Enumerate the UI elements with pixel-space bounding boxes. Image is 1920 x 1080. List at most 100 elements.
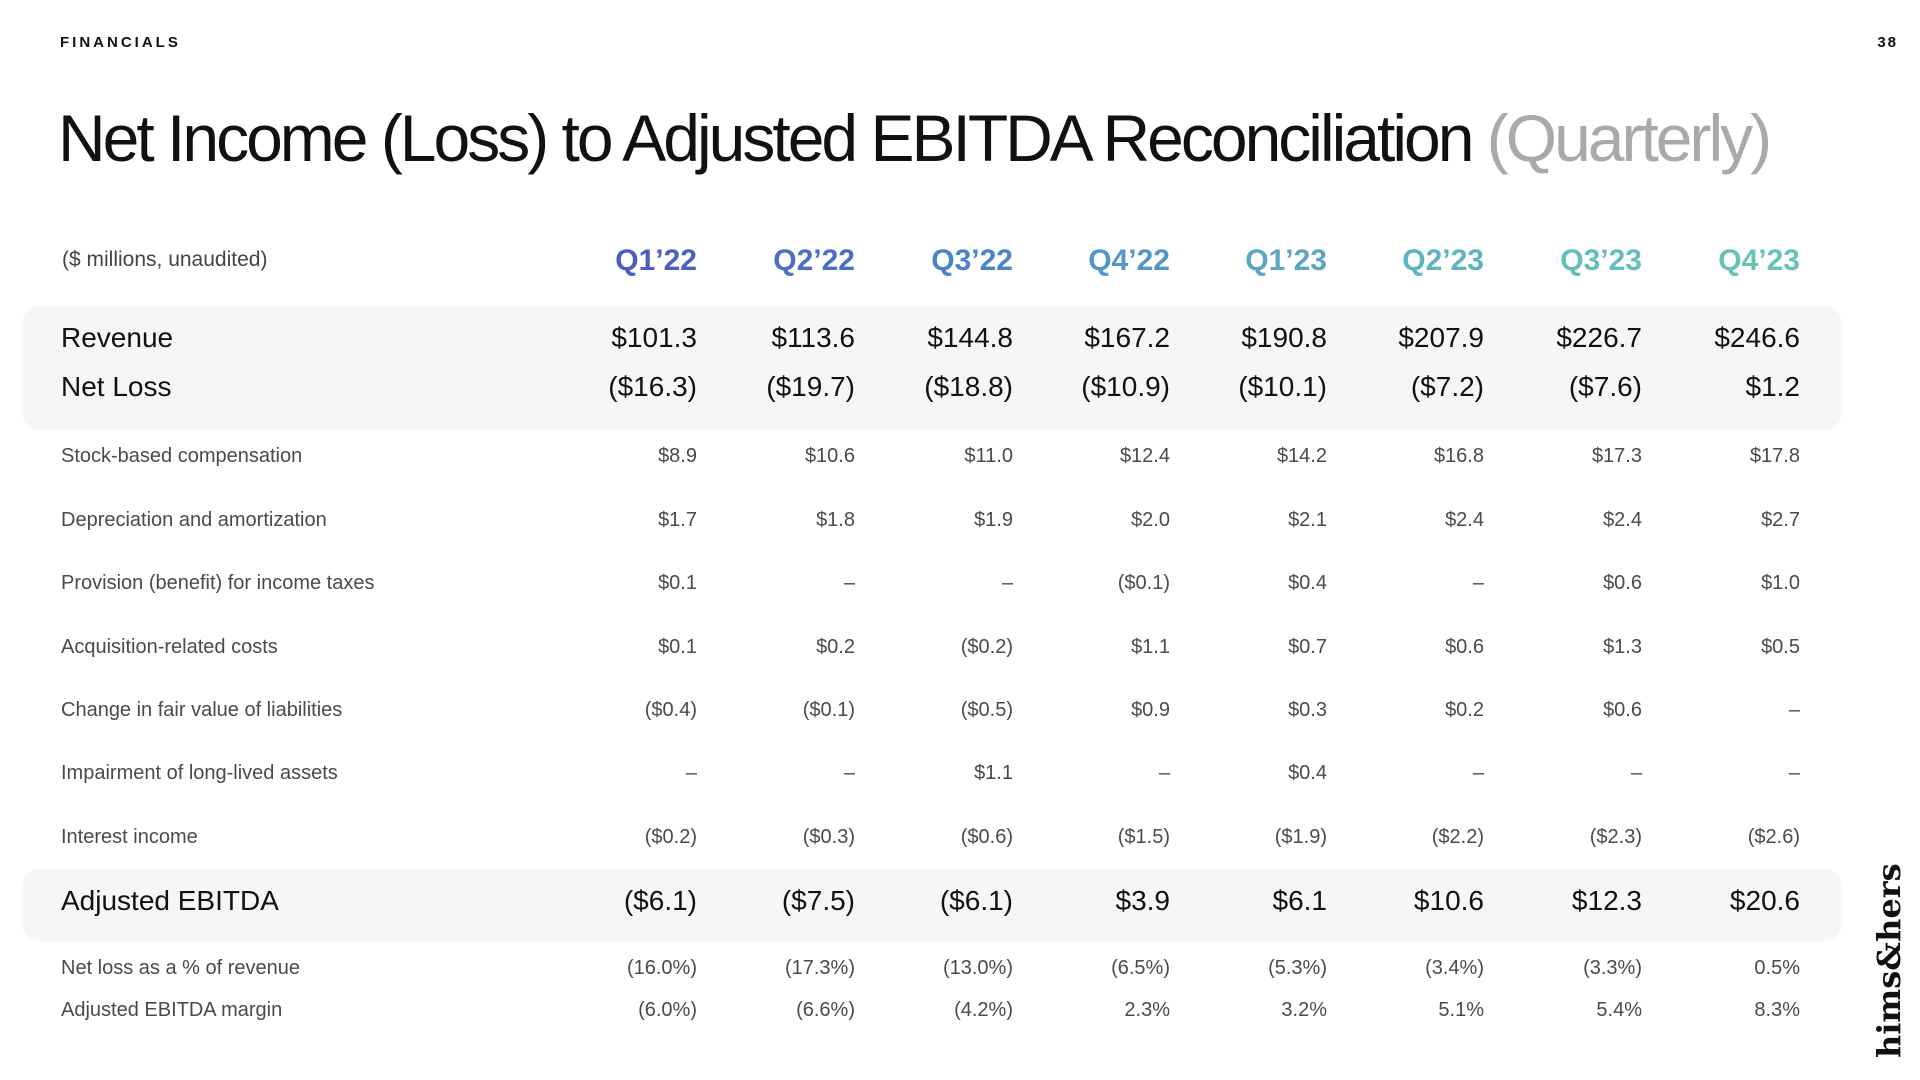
- table-cell: –: [843, 572, 855, 594]
- table-cell: –: [1630, 762, 1642, 784]
- table-cell: $1.2: [1745, 371, 1801, 402]
- table-cell: –: [1472, 762, 1484, 784]
- row-label: Revenue: [61, 322, 174, 353]
- table-cell: ($19.7): [766, 371, 855, 402]
- table-cell: ($2.2): [1431, 826, 1484, 848]
- table-cell: 8.3%: [1754, 999, 1800, 1021]
- row-label: Net Loss: [61, 371, 172, 402]
- table-cell: ($0.2): [644, 826, 697, 848]
- row-label: Net loss as a % of revenue: [61, 957, 301, 979]
- table-cell: (4.2%): [954, 999, 1013, 1021]
- table-cell: $167.2: [1084, 322, 1170, 353]
- table-cell: $1.9: [974, 509, 1013, 531]
- row-label: Impairment of long-lived assets: [61, 762, 338, 784]
- table-cell: ($0.3): [802, 826, 855, 848]
- table-cell: $12.4: [1119, 445, 1170, 467]
- table-cell: (13.0%): [942, 957, 1013, 979]
- table-cell: $1.1: [974, 762, 1013, 784]
- table-cell: –: [1158, 762, 1170, 784]
- table-cell: $0.7: [1288, 636, 1327, 658]
- table-cell: –: [843, 762, 855, 784]
- hims-hers-logo: hims&hers: [1870, 863, 1908, 1058]
- page-title: Net Income (Loss) to Adjusted EBITDA Rec…: [58, 100, 1772, 176]
- table-cell: $144.8: [927, 322, 1013, 353]
- table-cell: $10.6: [804, 445, 855, 467]
- table-cell: –: [1788, 762, 1800, 784]
- table-cell: $2.1: [1288, 509, 1327, 531]
- column-header: Q2’22: [773, 244, 855, 277]
- column-header: Q1’23: [1245, 244, 1327, 277]
- table-cell: $0.6: [1603, 699, 1642, 721]
- column-header: Q4’23: [1718, 244, 1800, 277]
- table-cell: ($2.6): [1747, 826, 1800, 848]
- table-cell: $0.2: [1445, 699, 1484, 721]
- table-cell: ($0.1): [802, 699, 855, 721]
- highlight-band-revenue: [22, 306, 1842, 430]
- page-number: 38: [1877, 34, 1898, 51]
- table-cell: ($7.2): [1410, 371, 1484, 402]
- table-cell: ($0.6): [960, 826, 1013, 848]
- table-cell: (3.3%): [1583, 957, 1642, 979]
- table-cell: –: [1472, 572, 1484, 594]
- table-cell: $17.3: [1591, 445, 1642, 467]
- table-cell: $1.7: [658, 509, 697, 531]
- table-cell: ($1.9): [1274, 826, 1327, 848]
- column-header: Q2’23: [1402, 244, 1484, 277]
- table-cell: $1.1: [1131, 636, 1170, 658]
- table-cell: ($6.1): [939, 885, 1013, 916]
- table-cell: (17.3%): [784, 957, 855, 979]
- table-cell: $8.9: [658, 445, 697, 467]
- table-cell: $0.4: [1288, 762, 1327, 784]
- section-label: FINANCIALS: [60, 34, 181, 51]
- table-cell: 2.3%: [1124, 999, 1170, 1021]
- table-cell: $0.3: [1288, 699, 1327, 721]
- table-cell: $113.6: [771, 322, 855, 353]
- table-cell: ($10.1): [1238, 371, 1327, 402]
- row-label: Adjusted EBITDA: [61, 885, 279, 916]
- table-cell: $20.6: [1729, 885, 1800, 916]
- table-cell: (6.0%): [638, 999, 697, 1021]
- table-cell: $1.3: [1603, 636, 1642, 658]
- table-cell: $0.6: [1445, 636, 1484, 658]
- table-cell: (6.6%): [796, 999, 855, 1021]
- table-cell: ($0.5): [960, 699, 1013, 721]
- table-cell: $101.3: [611, 322, 697, 353]
- table-cell: $2.4: [1445, 509, 1484, 531]
- table-cell: ($0.4): [644, 699, 697, 721]
- table-cell: ($16.3): [608, 371, 697, 402]
- table-cell: (6.5%): [1111, 957, 1170, 979]
- row-label: Acquisition-related costs: [61, 636, 278, 658]
- column-header: Q3’22: [931, 244, 1013, 277]
- row-label: Depreciation and amortization: [61, 509, 327, 531]
- table-cell: (16.0%): [626, 957, 697, 979]
- table-cell: $16.8: [1433, 445, 1484, 467]
- row-label: Change in fair value of liabilities: [61, 699, 343, 721]
- table-cell: $246.6: [1714, 322, 1800, 353]
- table-cell: $0.6: [1603, 572, 1642, 594]
- table-cell: $0.1: [658, 636, 697, 658]
- row-label: Provision (benefit) for income taxes: [61, 572, 375, 594]
- table-cell: $0.2: [816, 636, 855, 658]
- table-cell: (5.3%): [1268, 957, 1327, 979]
- table-cell: (3.4%): [1425, 957, 1484, 979]
- title-suffix: (Quarterly): [1486, 101, 1772, 175]
- table-cell: $10.6: [1413, 885, 1484, 916]
- table-cell: –: [1788, 699, 1800, 721]
- table-cell: $190.8: [1241, 322, 1327, 353]
- table-cell: –: [685, 762, 697, 784]
- column-header: Q1’22: [615, 244, 697, 277]
- table-cell: ($6.1): [623, 885, 697, 916]
- table-cell: $226.7: [1556, 322, 1642, 353]
- table-cell: $2.4: [1603, 509, 1642, 531]
- table-cell: –: [1001, 572, 1013, 594]
- table-cell: $207.9: [1398, 322, 1484, 353]
- table-cell: $2.7: [1761, 509, 1800, 531]
- table-cell: $1.0: [1761, 572, 1800, 594]
- table-cell: $17.8: [1749, 445, 1800, 467]
- table-cell: $1.8: [816, 509, 855, 531]
- units-note: ($ millions, unaudited): [62, 248, 268, 271]
- table-cell: 3.2%: [1281, 999, 1327, 1021]
- row-label: Stock-based compensation: [61, 445, 303, 467]
- table-cell: ($7.6): [1568, 371, 1642, 402]
- row-label: Interest income: [61, 826, 198, 848]
